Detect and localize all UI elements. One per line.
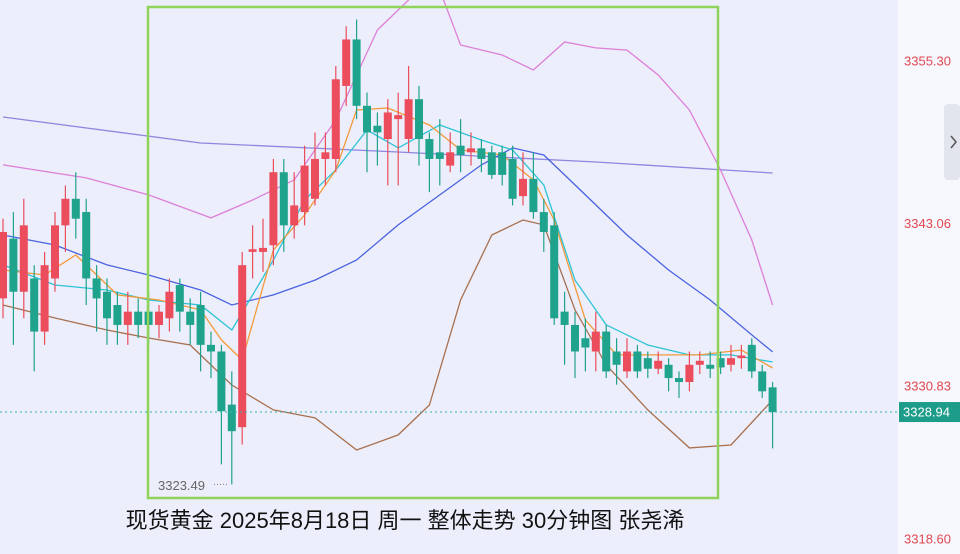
plot-area — [0, 0, 777, 485]
candle-body — [383, 112, 392, 140]
candle-body — [71, 198, 80, 219]
candle-body — [633, 351, 642, 372]
candle-body — [0, 231, 7, 299]
candle-body — [716, 358, 725, 368]
last-price-label: 3328.94 — [903, 404, 950, 419]
candle-body — [61, 198, 70, 226]
candle-body — [758, 371, 767, 392]
candle-body — [331, 79, 340, 159]
candle-body — [737, 355, 746, 359]
candle-body — [155, 311, 163, 325]
low-marker-label: 3323.49 — [158, 478, 205, 493]
candle-body — [123, 311, 132, 325]
y-tick-label: 3330.83 — [904, 378, 951, 393]
candle-body — [571, 324, 579, 352]
candle-body — [643, 358, 652, 369]
candle-body — [747, 344, 756, 372]
candle-body — [664, 364, 673, 379]
candle-body — [435, 152, 444, 159]
candle-body — [290, 205, 299, 226]
candle-body — [446, 152, 455, 166]
candle-body — [207, 344, 215, 352]
candle-body — [727, 358, 735, 365]
candle-body — [498, 152, 507, 175]
candle-body — [352, 39, 361, 106]
candle-body — [19, 225, 28, 292]
candle-body — [51, 225, 59, 279]
candle-body — [768, 387, 777, 413]
candle-body — [373, 125, 382, 133]
candle-body — [394, 115, 403, 120]
candle-body — [654, 360, 663, 369]
candle-body — [311, 158, 319, 199]
candle-body — [612, 351, 621, 365]
candle-body — [196, 305, 205, 345]
indicator-line — [2, 0, 774, 306]
candle-body — [591, 331, 600, 352]
candle-body — [269, 172, 278, 246]
candle-body — [623, 351, 631, 372]
candle-body — [477, 148, 486, 159]
candle-body — [9, 238, 18, 292]
last-price-box — [899, 402, 960, 423]
candle-body — [581, 338, 590, 348]
candle-body — [113, 305, 122, 325]
candle-body — [560, 311, 569, 325]
candle-body — [259, 247, 267, 252]
candle-body — [82, 212, 91, 279]
indicator-line — [2, 219, 774, 451]
candle-body — [519, 178, 527, 197]
candle-body — [321, 152, 330, 159]
candle-body — [539, 212, 548, 232]
candle-body — [103, 291, 111, 319]
y-tick-label: 3343.06 — [904, 216, 951, 231]
candle-body — [30, 278, 39, 332]
candle-body — [550, 225, 559, 319]
candle-body — [425, 139, 434, 159]
candle-body — [248, 249, 257, 252]
candle-body — [238, 265, 247, 428]
candle-body — [165, 291, 174, 319]
candle-body — [685, 364, 694, 383]
candle-body — [227, 404, 236, 432]
candle-body — [706, 364, 715, 369]
candle-body — [602, 331, 611, 372]
chevron-icon — [950, 135, 957, 149]
candle-body — [363, 105, 371, 133]
candle-body — [217, 351, 226, 412]
candle-body — [342, 39, 351, 86]
candle-body — [404, 99, 413, 140]
chart-title: 现货黄金 2025年8月18日 周一 整体走势 30分钟图 张尧浠 — [126, 508, 685, 533]
candle-body — [529, 178, 538, 213]
side-panel-toggle[interactable] — [944, 104, 960, 180]
candle-body — [695, 360, 704, 365]
candle-body — [279, 172, 288, 226]
candle-body — [415, 99, 423, 140]
indicator-line — [2, 147, 774, 353]
candle-body — [508, 158, 517, 199]
candle-body — [300, 165, 309, 213]
candle-body — [134, 311, 143, 325]
candle-body — [675, 378, 683, 383]
candle-body — [186, 311, 195, 325]
y-tick-label: 3318.60 — [904, 531, 951, 546]
candle-body — [92, 278, 101, 299]
candle-body — [40, 265, 49, 332]
candle-body — [487, 152, 496, 175]
price-axis-area — [898, 0, 960, 554]
highlight-box — [146, 5, 720, 500]
candle-body — [456, 145, 465, 155]
y-tick-label: 3355.30 — [904, 53, 951, 68]
candle-body — [175, 285, 184, 312]
candle-body — [467, 148, 475, 153]
